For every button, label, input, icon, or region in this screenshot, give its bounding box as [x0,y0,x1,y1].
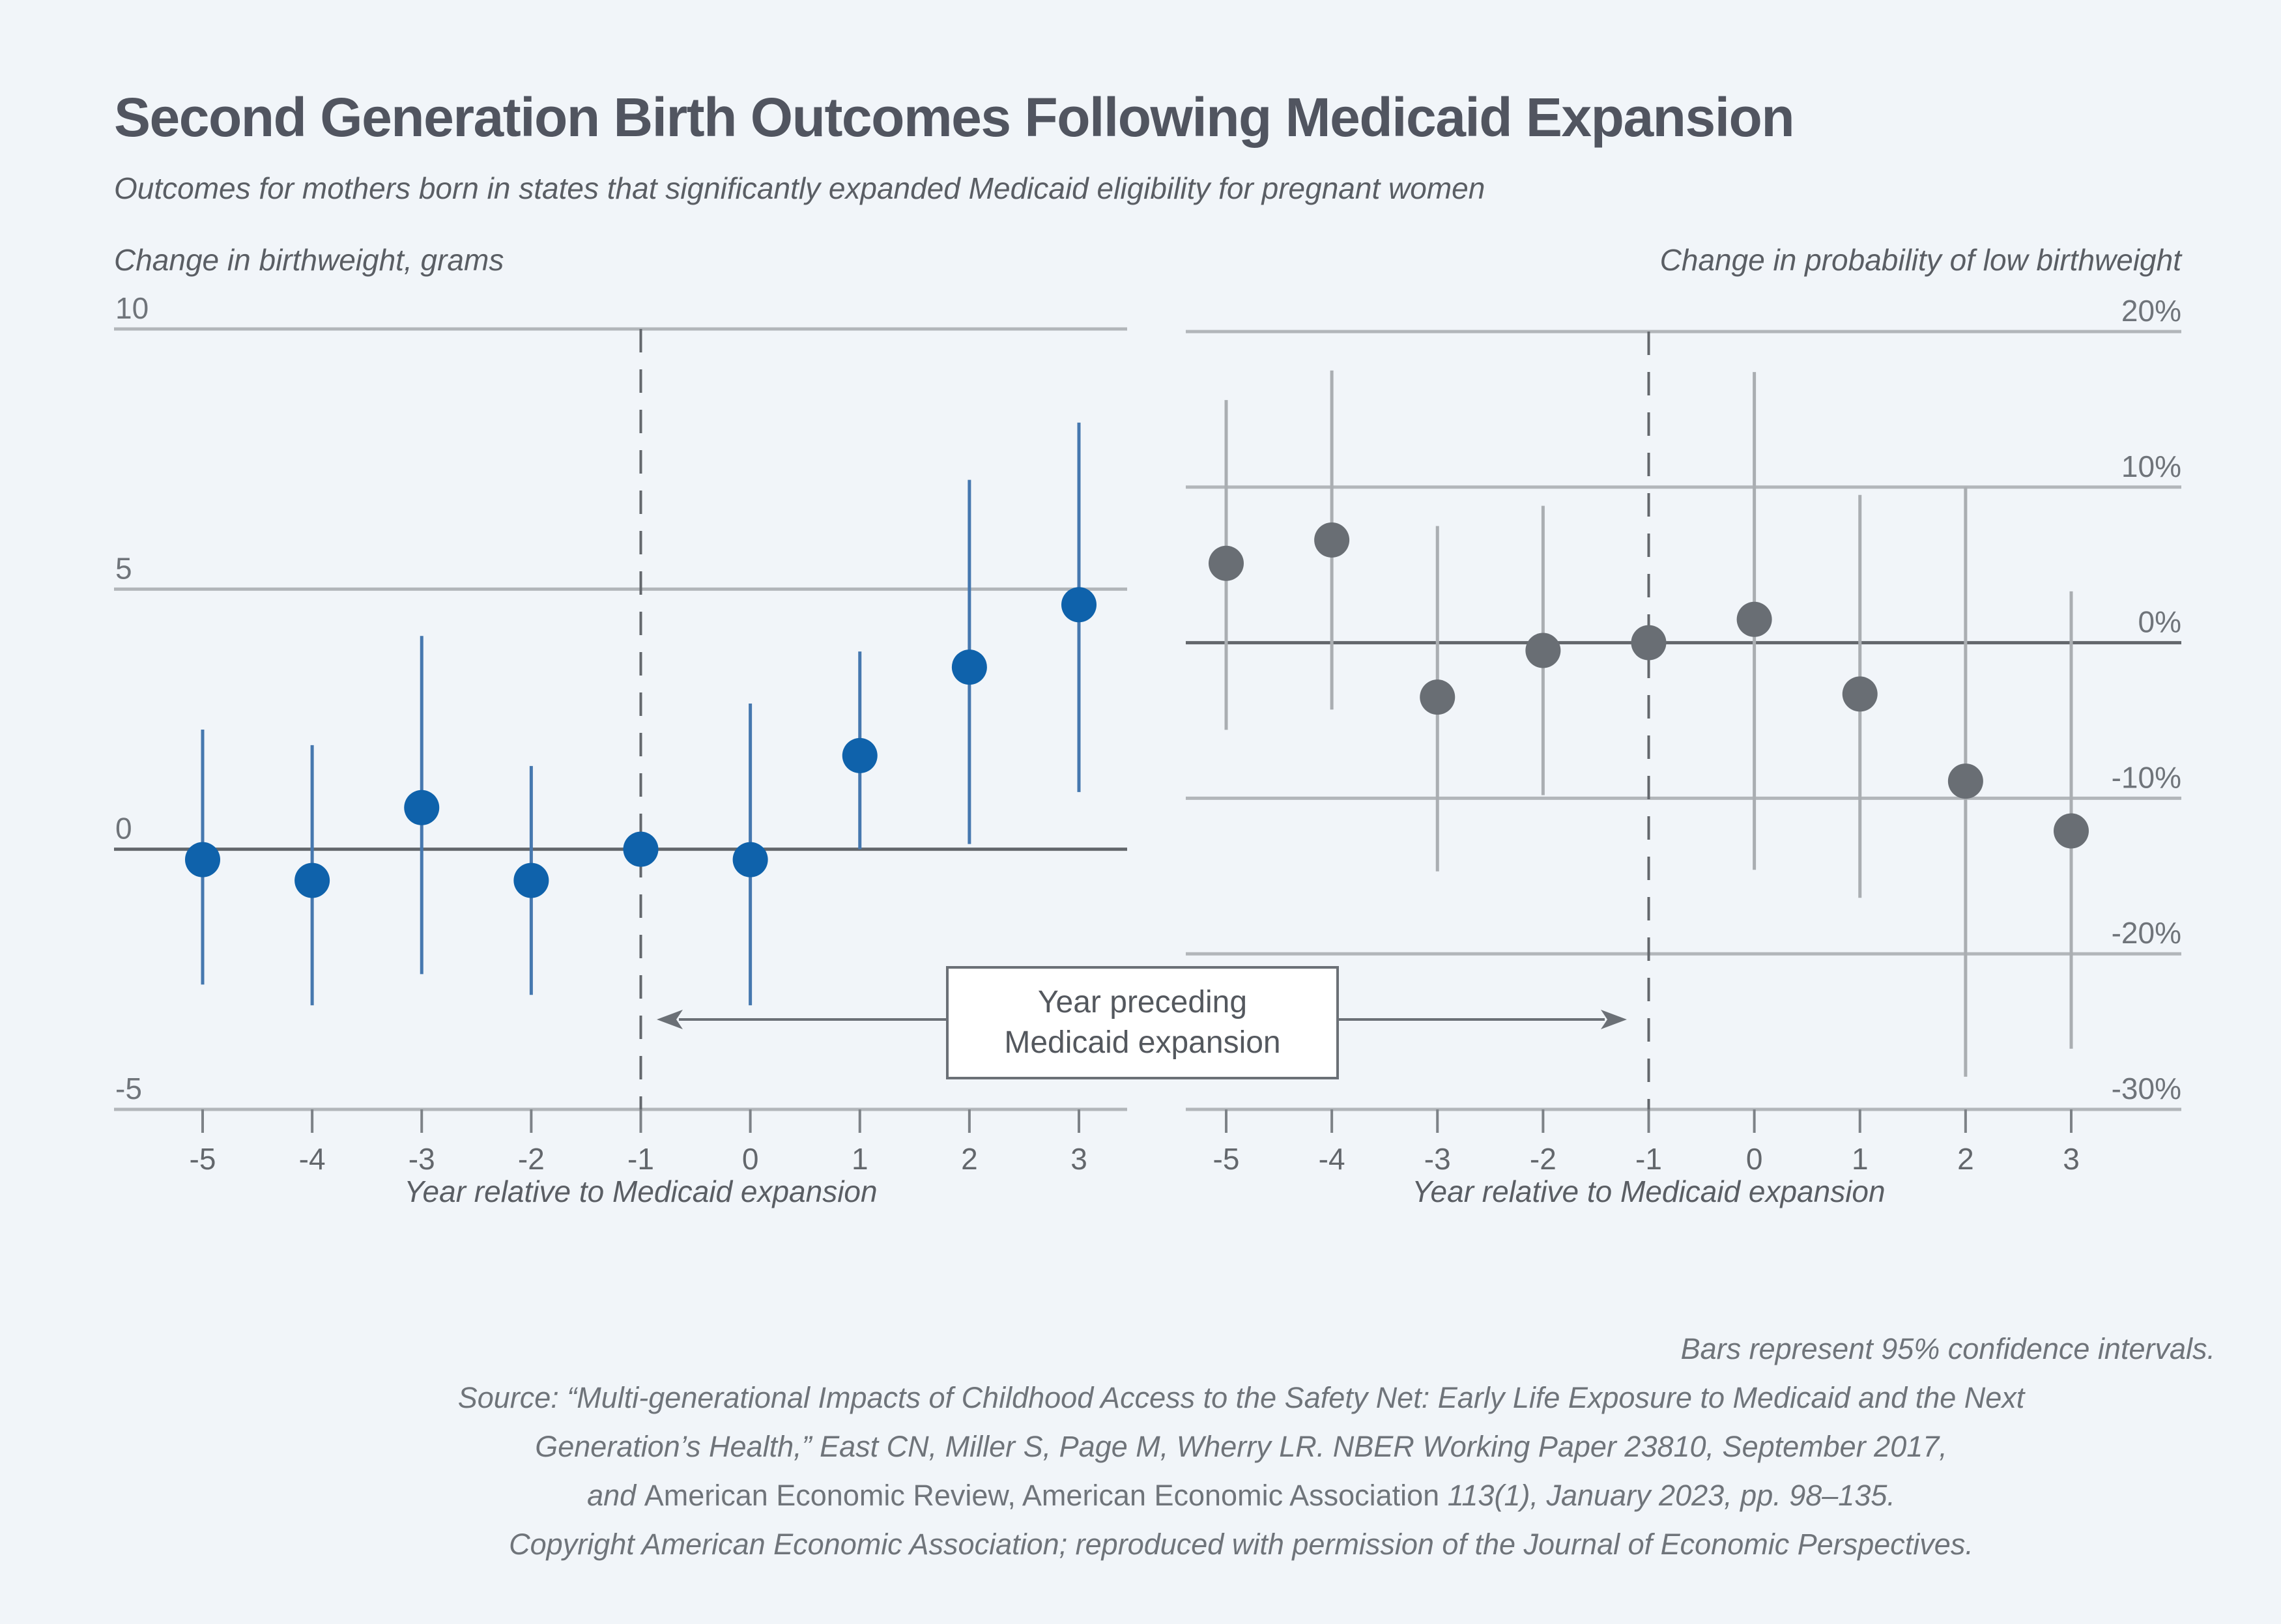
data-point [1420,679,1456,715]
data-point [842,737,878,773]
footnote-block: Bars represent 95% confidence intervals.… [267,1324,2215,1569]
x-tick-label: 2 [961,1142,978,1176]
page-subtitle: Outcomes for mothers born in states that… [114,171,1485,205]
y-tick-label: 0% [2138,605,2181,639]
y-tick-label: -5 [115,1072,142,1105]
footnote-source-line4: Copyright American Economic Association;… [509,1528,1973,1561]
data-point [513,862,549,898]
y-tick-label: -30% [2112,1072,2181,1105]
right-chart-xlabel: Year relative to Medicaid expansion [1412,1175,1886,1208]
y-tick-label: 20% [2121,294,2181,328]
page-title: Second Generation Birth Outcomes Followi… [114,87,1795,148]
data-point [1525,633,1561,668]
data-point [1947,763,1983,799]
right-axis-title: Change in probability of low birthweight [1659,243,2181,277]
footnote-source-line1: Source: “Multi-generational Impacts of C… [457,1381,2025,1414]
footnote-note: Bars represent 95% confidence intervals. [1680,1332,2215,1365]
x-tick-label: 0 [742,1142,759,1176]
annotation-line-2: Medicaid expansion [1004,1025,1281,1060]
x-tick-label: -2 [1530,1142,1557,1176]
data-point [1631,625,1667,661]
x-tick-label: -5 [190,1142,216,1176]
x-tick-label: 1 [1852,1142,1869,1176]
data-point [294,862,330,898]
left-axis-title: Change in birthweight, grams [114,243,504,277]
x-tick-label: 3 [2063,1142,2080,1176]
data-point [623,831,659,867]
data-point [1314,522,1350,558]
data-point [185,842,220,877]
x-tick-label: 2 [1957,1142,1974,1176]
y-tick-label: -20% [2112,916,2181,950]
x-tick-label: 3 [1070,1142,1087,1176]
y-tick-label: 10% [2121,449,2181,483]
data-point [404,790,440,825]
x-tick-label: -1 [1635,1142,1662,1176]
x-tick-label: 0 [1746,1142,1763,1176]
footnote-source-line2: Generation’s Health,” East CN, Miller S,… [535,1430,1947,1463]
y-tick-label: 0 [115,812,132,846]
data-point [2054,813,2089,849]
left-chart-xlabel: Year relative to Medicaid expansion [404,1175,878,1208]
data-point [1736,601,1772,637]
arrow-head [1601,1010,1627,1029]
annotation-line-1: Year preceding [1037,985,1248,1019]
x-tick-label: -5 [1213,1142,1240,1176]
x-tick-label: -4 [299,1142,326,1176]
data-point [1209,545,1244,581]
x-tick-label: -3 [409,1142,435,1176]
x-tick-label: -3 [1424,1142,1451,1176]
data-point [732,842,768,877]
x-tick-label: -4 [1319,1142,1345,1176]
x-tick-label: -2 [518,1142,545,1176]
footnote-source-line3: and American Economic Review, American E… [587,1479,1895,1512]
annotation-box: Year preceding Medicaid expansion [946,966,1339,1079]
arrow-head [657,1010,683,1029]
x-tick-label: 1 [852,1142,868,1176]
y-tick-label: 5 [115,551,132,585]
data-point [1842,676,1878,712]
y-tick-label: 10 [115,291,149,325]
data-point [951,649,987,685]
x-tick-label: -1 [627,1142,654,1176]
y-tick-label: -10% [2112,760,2181,794]
data-point [1061,587,1097,623]
